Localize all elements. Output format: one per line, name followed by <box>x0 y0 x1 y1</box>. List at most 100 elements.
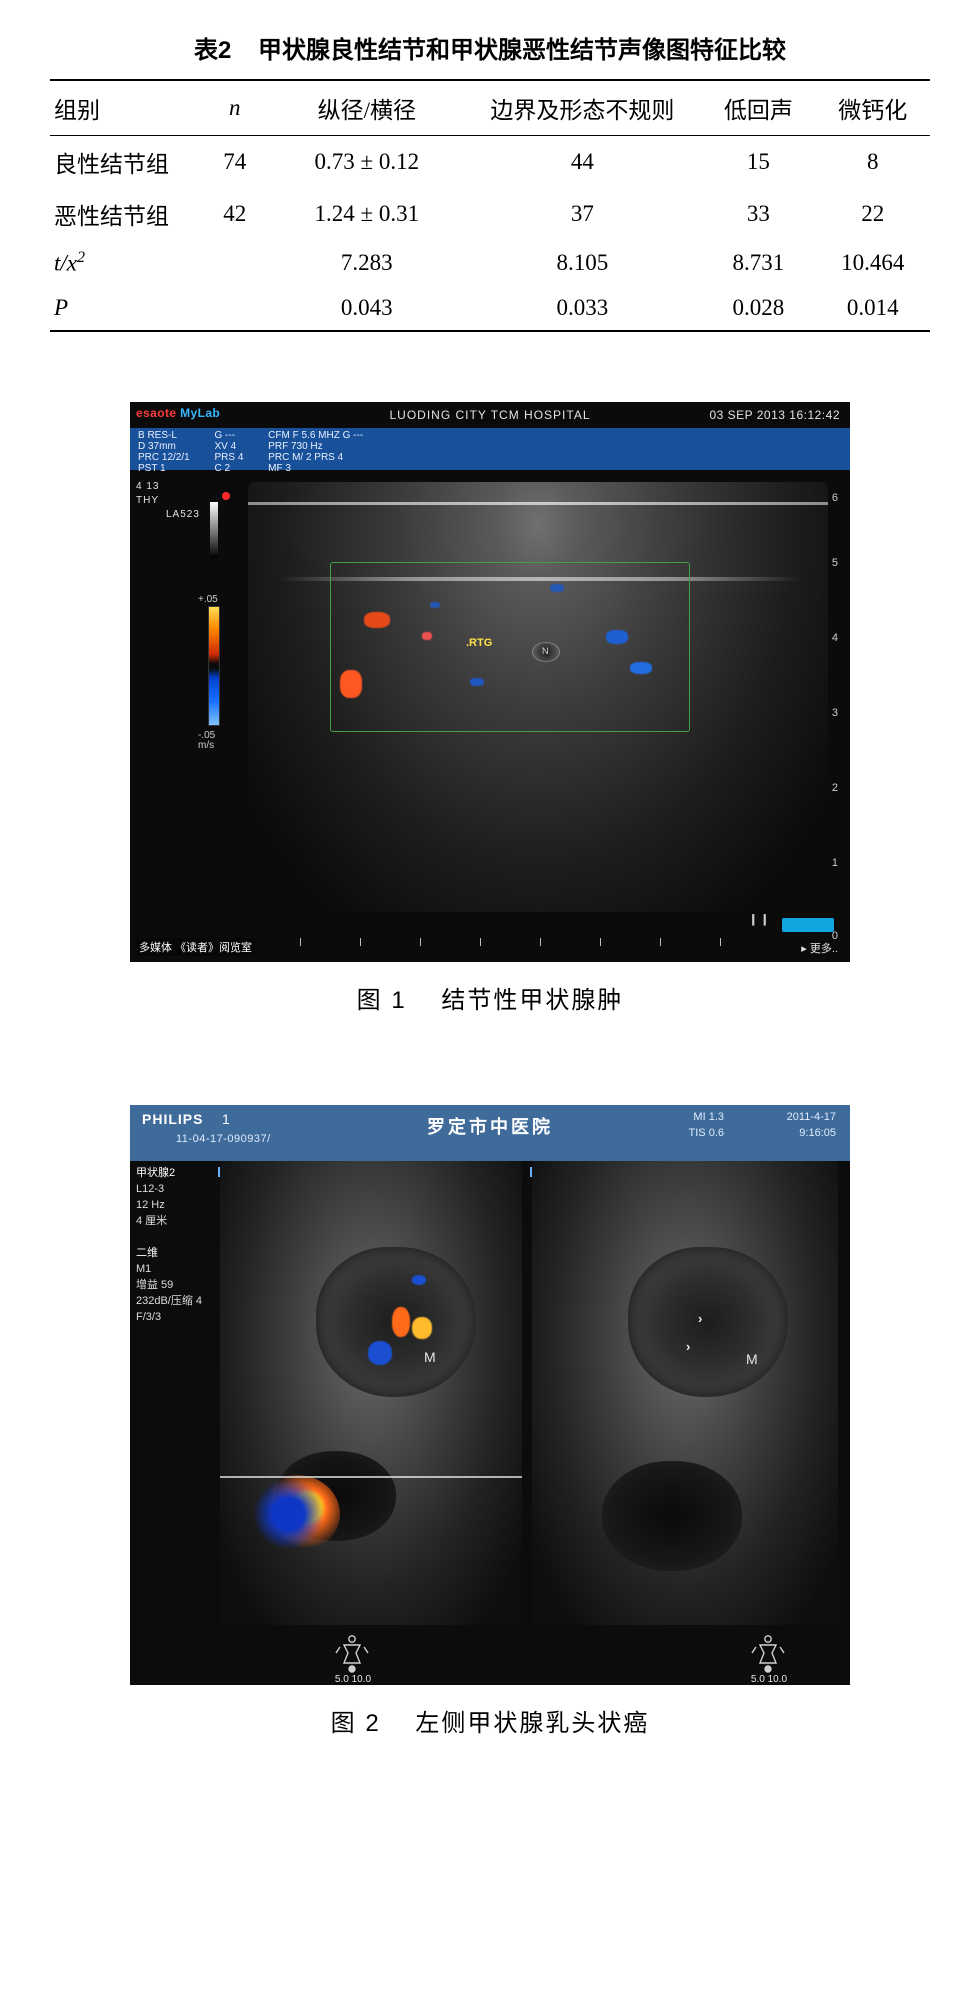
table-row: 良性结节组 74 0.73 ± 0.12 44 15 8 <box>50 136 930 189</box>
th-n: n <box>200 80 270 136</box>
fig1-bottom-right: ▸ 更多.. <box>801 940 838 956</box>
marker-m: M <box>746 1351 758 1367</box>
fig1-params-col3: CFM F 5.6 MHZ G --- PRF 730 Hz PRC M/ 2 … <box>268 430 363 474</box>
cell: 8 <box>816 136 930 189</box>
figure2-caption: 图 2 左侧甲状腺乳头状癌 <box>50 1703 930 1738</box>
body-orientation-icon: 5.0 10.0 <box>330 1633 374 1681</box>
cell: 44 <box>464 136 702 189</box>
table-row-p: P 0.043 0.033 0.028 0.014 <box>50 286 930 331</box>
figure1-caption-title: 结节性甲状腺肿 <box>441 987 623 1014</box>
fig1-params-col2: G --- XV 4 PRS 4 C 2 <box>214 430 243 474</box>
figure1-caption-prefix: 图 1 <box>357 987 407 1014</box>
cell: 7.283 <box>270 240 464 286</box>
figure2-ultrasound: PHILIPS 1 11-04-17-090937/ 罗定市中医院 MI 1.3… <box>130 1105 850 1685</box>
fig1-roi-box <box>330 562 690 732</box>
colorbar-plus: +.05 <box>198 594 218 605</box>
caret-icon: › <box>698 1311 702 1326</box>
th-hypoecho: 低回声 <box>701 80 815 136</box>
fig2-date: 2011-4-17 <box>787 1111 836 1123</box>
body-orientation-icon: 5.0 10.0 <box>746 1633 790 1681</box>
doppler-red-icon <box>392 1307 410 1337</box>
depth-label: 6 <box>832 492 838 504</box>
cell: 良性结节组 <box>50 136 200 189</box>
caret-icon: › <box>686 1339 690 1354</box>
th-microcalc: 微钙化 <box>816 80 930 136</box>
cell: 恶性结节组 <box>50 188 200 240</box>
orientation-scale: 5.0 10.0 <box>734 1674 804 1685</box>
colorbar-unit: m/s <box>198 740 214 751</box>
cell: 10.464 <box>816 240 930 286</box>
doppler-blue-icon <box>430 602 440 608</box>
figure1-wrap: esaote MyLab LUODING CITY TCM HOSPITAL 0… <box>50 402 930 962</box>
doppler-blue-icon <box>606 630 628 644</box>
doppler-blue-icon <box>470 678 484 686</box>
doppler-blue-icon <box>368 1341 392 1365</box>
figure1-ultrasound: esaote MyLab LUODING CITY TCM HOSPITAL 0… <box>130 402 850 962</box>
table2-caption-title: 甲状腺良性结节和甲状腺恶性结节声像图特征比较 <box>258 37 786 64</box>
fig2-time: 9:16:05 <box>799 1127 836 1139</box>
depth-label: 5 <box>832 557 838 569</box>
doppler-red-icon <box>364 612 390 628</box>
doppler-red-icon <box>340 670 362 698</box>
doppler-yellow-icon <box>412 1317 432 1339</box>
ruler-ticks-icon <box>300 938 770 946</box>
cell <box>200 240 270 286</box>
depth-label: 2 <box>832 782 838 794</box>
measure-line-icon <box>220 1476 522 1478</box>
fig1-datetime: 03 SEP 2013 16:12:42 <box>709 408 840 422</box>
th-ratio: 纵径/横径 <box>270 80 464 136</box>
cell: 0.014 <box>816 286 930 331</box>
cell: t/x2 <box>50 240 200 286</box>
table-row-stat: t/x2 7.283 8.105 8.731 10.464 <box>50 240 930 286</box>
cell: 37 <box>464 188 702 240</box>
fig1-skinline <box>248 502 828 505</box>
cell: 15 <box>701 136 815 189</box>
page: 表2 甲状腺良性结节和甲状腺恶性结节声像图特征比较 组别 n 纵径/横径 边界及… <box>0 0 980 1778</box>
depth-label: 1 <box>832 857 838 869</box>
th-group: 组别 <box>50 80 200 136</box>
cell: P <box>50 286 200 331</box>
table-row: 恶性结节组 42 1.24 ± 0.31 37 33 22 <box>50 188 930 240</box>
cell: 74 <box>200 136 270 189</box>
fig1-leftstack: 4 13 THY LA523 <box>136 480 200 522</box>
doppler-artifact-icon <box>254 1475 340 1553</box>
marker-m: M <box>424 1349 436 1365</box>
cell: 0.033 <box>464 286 702 331</box>
fig1-roi-label: .RTG <box>466 637 492 649</box>
fig1-caliper-label: N <box>542 646 549 656</box>
fig2-panel-right: › › M <box>532 1161 838 1625</box>
figure2-wrap: PHILIPS 1 11-04-17-090937/ 罗定市中医院 MI 1.3… <box>50 1105 930 1685</box>
cell <box>200 286 270 331</box>
dark-region <box>602 1461 742 1571</box>
fig2-panel-left: M <box>220 1161 522 1625</box>
doppler-blue-icon <box>630 662 652 674</box>
cell: 8.731 <box>701 240 815 286</box>
cell: 42 <box>200 188 270 240</box>
pause-icon: ❙❙ <box>749 912 772 928</box>
table2-caption: 表2 甲状腺良性结节和甲状腺恶性结节声像图特征比较 <box>50 30 930 65</box>
cell: 33 <box>701 188 815 240</box>
figure1-caption: 图 1 结节性甲状腺肿 <box>50 980 930 1015</box>
doppler-blue-icon <box>550 584 564 592</box>
cell: 8.105 <box>464 240 702 286</box>
cell: 0.043 <box>270 286 464 331</box>
cell: 22 <box>816 188 930 240</box>
orientation-scale: 5.0 10.0 <box>318 1674 388 1685</box>
fig2-mi: MI 1.3 <box>693 1111 724 1123</box>
depth-label: 4 <box>832 632 838 644</box>
red-dot-icon <box>222 492 230 500</box>
colorbar-icon <box>208 606 220 726</box>
depth-label: 3 <box>832 707 838 719</box>
cell: 1.24 ± 0.31 <box>270 188 464 240</box>
doppler-red-icon <box>422 632 432 640</box>
figure2-caption-prefix: 图 2 <box>331 1710 381 1737</box>
cell: 0.73 ± 0.12 <box>270 136 464 189</box>
table2-caption-prefix: 表2 <box>194 37 231 64</box>
figure2-caption-title: 左侧甲状腺乳头状癌 <box>415 1710 649 1737</box>
grayscale-bar-icon <box>210 502 218 558</box>
table2-header-row: 组别 n 纵径/横径 边界及形态不规则 低回声 微钙化 <box>50 80 930 136</box>
table2: 组别 n 纵径/横径 边界及形态不规则 低回声 微钙化 良性结节组 74 0.7… <box>50 79 930 332</box>
cell: 0.028 <box>701 286 815 331</box>
fig2-leftinfo: 甲状腺2 L12-3 12 Hz 4 厘米 二维 M1 增益 59 232dB/… <box>136 1165 202 1325</box>
timebar-icon <box>782 918 834 932</box>
